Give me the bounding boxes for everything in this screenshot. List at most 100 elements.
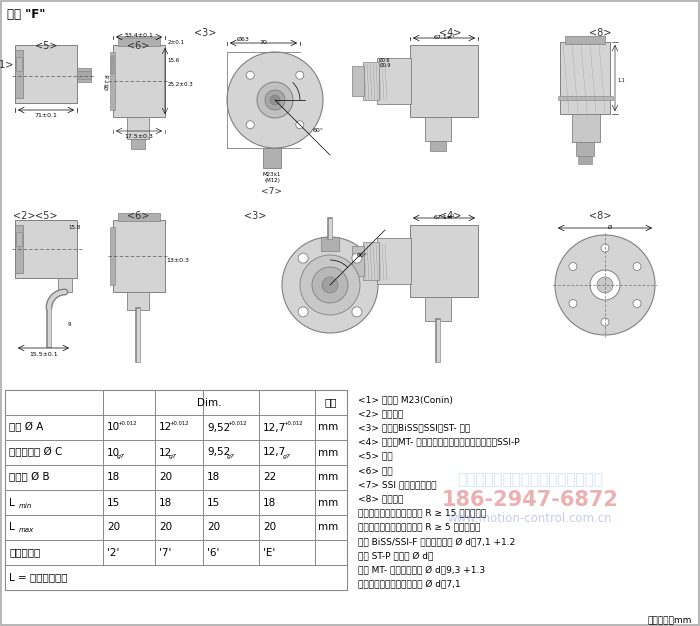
Bar — [5, 565, 347, 590]
Text: 12: 12 — [159, 448, 172, 458]
Text: mm: mm — [318, 423, 338, 433]
Text: 軔型號代碼: 軔型號代碼 — [9, 548, 41, 558]
Text: Ø57.8: Ø57.8 — [105, 74, 111, 90]
Circle shape — [300, 255, 360, 315]
Text: g7: g7 — [169, 454, 177, 459]
Circle shape — [257, 82, 293, 118]
Circle shape — [295, 71, 304, 80]
Text: Ø: Ø — [608, 225, 612, 230]
Text: 15: 15 — [207, 498, 220, 508]
Text: 12: 12 — [159, 423, 172, 433]
Text: mm: mm — [318, 448, 338, 458]
Text: 20: 20 — [159, 523, 172, 533]
Bar — [113, 45, 165, 117]
Bar — [578, 156, 592, 164]
Text: 12,7: 12,7 — [263, 423, 286, 433]
Circle shape — [298, 307, 308, 317]
Text: <5> 軸向: <5> 軸向 — [358, 452, 393, 461]
Circle shape — [352, 253, 362, 263]
Text: 'E': 'E' — [263, 548, 275, 558]
Circle shape — [569, 299, 577, 307]
Text: 25.2±0.3: 25.2±0.3 — [168, 82, 194, 87]
Text: <5>: <5> — [35, 211, 57, 221]
Bar — [430, 141, 446, 151]
Text: '2': '2' — [107, 548, 120, 558]
Bar — [410, 45, 478, 117]
Text: mm: mm — [318, 523, 338, 533]
Text: min: min — [19, 503, 32, 508]
Bar — [425, 117, 451, 141]
Text: 盲軔 Ø A: 盲軔 Ø A — [9, 423, 43, 433]
Text: Ø0.9: Ø0.9 — [379, 63, 391, 68]
Text: 186-2947-6872: 186-2947-6872 — [442, 490, 618, 510]
Circle shape — [597, 277, 613, 293]
Circle shape — [601, 244, 609, 252]
Bar — [118, 213, 160, 221]
Bar — [576, 142, 594, 156]
Text: <5>: <5> — [35, 41, 57, 51]
Text: 67.1≠¹: 67.1≠¹ — [433, 35, 455, 40]
Bar — [377, 238, 411, 284]
Circle shape — [601, 318, 609, 326]
Text: 9,52: 9,52 — [207, 448, 230, 458]
Text: 單位: 單位 — [325, 398, 337, 408]
Bar — [110, 52, 115, 110]
Bar — [127, 292, 149, 310]
Text: <7>: <7> — [262, 187, 283, 196]
Text: +0.012: +0.012 — [227, 421, 246, 426]
Text: '6': '6' — [207, 548, 219, 558]
Text: <8> 客戶端面: <8> 客戶端面 — [358, 495, 403, 503]
Text: 20: 20 — [207, 523, 220, 533]
Circle shape — [270, 95, 280, 105]
Text: g7: g7 — [227, 454, 235, 459]
Text: 尺寸單位：mm: 尺寸單位：mm — [648, 616, 692, 625]
Bar — [363, 242, 379, 280]
Bar — [321, 237, 339, 251]
Text: <1> 連接器 M23(Conin): <1> 連接器 M23(Conin) — [358, 395, 453, 404]
Text: mm: mm — [318, 498, 338, 508]
Text: Ø63: Ø63 — [237, 37, 250, 42]
Text: 18: 18 — [207, 473, 220, 483]
Bar — [352, 246, 364, 276]
Text: <2> 連接電纜: <2> 連接電纜 — [358, 409, 403, 418]
Text: 13±0.3: 13±0.3 — [166, 258, 189, 263]
Text: +0.012: +0.012 — [283, 421, 302, 426]
Text: +0.012: +0.012 — [169, 421, 188, 426]
Bar — [113, 220, 165, 292]
Text: <8>: <8> — [589, 211, 611, 221]
Text: 夾緊環 Ø B: 夾緊環 Ø B — [9, 473, 50, 483]
Text: 71±0.1: 71±0.1 — [34, 113, 57, 118]
Text: 使用 ST-P 接口時 Ø d：: 使用 ST-P 接口時 Ø d： — [358, 552, 433, 560]
Text: L: L — [9, 523, 15, 533]
Ellipse shape — [227, 52, 323, 148]
Text: (M12): (M12) — [264, 178, 280, 183]
Text: 15.5±0.1: 15.5±0.1 — [29, 352, 58, 357]
Text: 20: 20 — [107, 523, 120, 533]
Bar — [15, 225, 23, 273]
Text: 使用 MT- 接口時的電纜 Ø d：9,3 +1.3: 使用 MT- 接口時的電纜 Ø d：9,3 +1.3 — [358, 565, 485, 575]
Text: 60°: 60° — [356, 253, 368, 258]
Text: 使用 BiSS/SSI-F 接口時的電纜 Ø d：7,1 +1.2: 使用 BiSS/SSI-F 接口時的電纜 Ø d：7,1 +1.2 — [358, 537, 515, 546]
Bar — [118, 38, 160, 46]
Text: <2>: <2> — [13, 211, 36, 221]
Circle shape — [590, 270, 620, 300]
Text: 53.4±0.1: 53.4±0.1 — [125, 33, 153, 38]
Text: www.motion-control.com.cn: www.motion-control.com.cn — [448, 511, 612, 525]
Text: 10: 10 — [107, 448, 120, 458]
Bar — [58, 278, 72, 292]
Bar — [77, 68, 91, 82]
Circle shape — [246, 71, 254, 80]
Text: 15.6: 15.6 — [167, 58, 179, 63]
Text: <6>: <6> — [127, 211, 149, 221]
Text: 18: 18 — [263, 498, 276, 508]
Text: 70: 70 — [259, 40, 267, 45]
Circle shape — [633, 262, 641, 270]
Text: 20: 20 — [159, 473, 172, 483]
Text: 9,52: 9,52 — [207, 423, 230, 433]
Text: 18: 18 — [159, 498, 172, 508]
Text: max: max — [19, 528, 34, 533]
Bar — [377, 58, 411, 104]
Circle shape — [298, 253, 308, 263]
Text: <6> 徑向: <6> 徑向 — [358, 466, 393, 475]
Bar — [565, 36, 605, 44]
